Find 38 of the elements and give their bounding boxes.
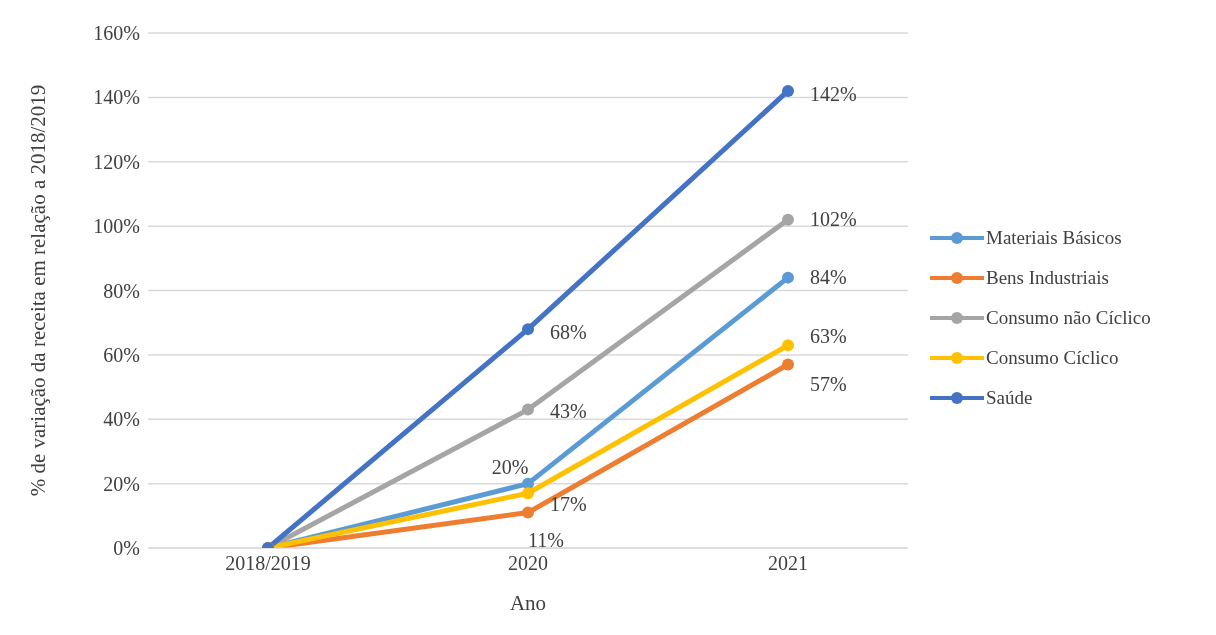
point (522, 403, 534, 416)
y-tick-label: 60% (103, 343, 140, 366)
y-tick-label: 40% (103, 408, 140, 431)
y-tick-label: 120% (93, 150, 140, 173)
y-tick-label: 160% (93, 22, 140, 45)
data-label: 17% (550, 493, 587, 516)
data-label: 68% (550, 321, 587, 344)
point (522, 506, 534, 519)
data-label: 84% (810, 265, 847, 288)
data-label: 57% (810, 372, 847, 395)
legend-label: Bens Industriais (986, 267, 1109, 289)
y-tick-label: 20% (103, 472, 140, 495)
data-label: 102% (810, 207, 857, 230)
point (522, 487, 534, 500)
data-label: 142% (810, 82, 857, 105)
y-tick-label: 140% (93, 86, 140, 109)
x-tick-label: 2018/2019 (225, 552, 311, 575)
y-axis-title: % de variação da receita em relação a 2018/2019 (26, 84, 51, 497)
legend-label: Consumo Cíclico (986, 347, 1119, 369)
point (522, 323, 534, 336)
y-tick-label: 80% (103, 279, 140, 302)
point (782, 339, 794, 352)
data-label: 20% (491, 455, 529, 478)
y-tick-label: 0% (113, 537, 140, 560)
data-label: 11% (528, 528, 564, 551)
point (782, 213, 794, 226)
y-tick-label: 100% (93, 215, 140, 238)
data-label: 43% (550, 399, 587, 422)
point (782, 84, 794, 97)
legend-label: Materiais Básicos (986, 227, 1122, 249)
legend-label: Saúde (986, 387, 1033, 409)
x-axis-title: Ano (509, 591, 547, 615)
point (782, 271, 794, 284)
data-label: 63% (810, 325, 847, 348)
point (782, 358, 794, 371)
x-tick-label: 2020 (508, 552, 548, 575)
x-tick-label: 2021 (768, 552, 808, 575)
legend-label: Consumo não Cíclico (986, 307, 1151, 329)
